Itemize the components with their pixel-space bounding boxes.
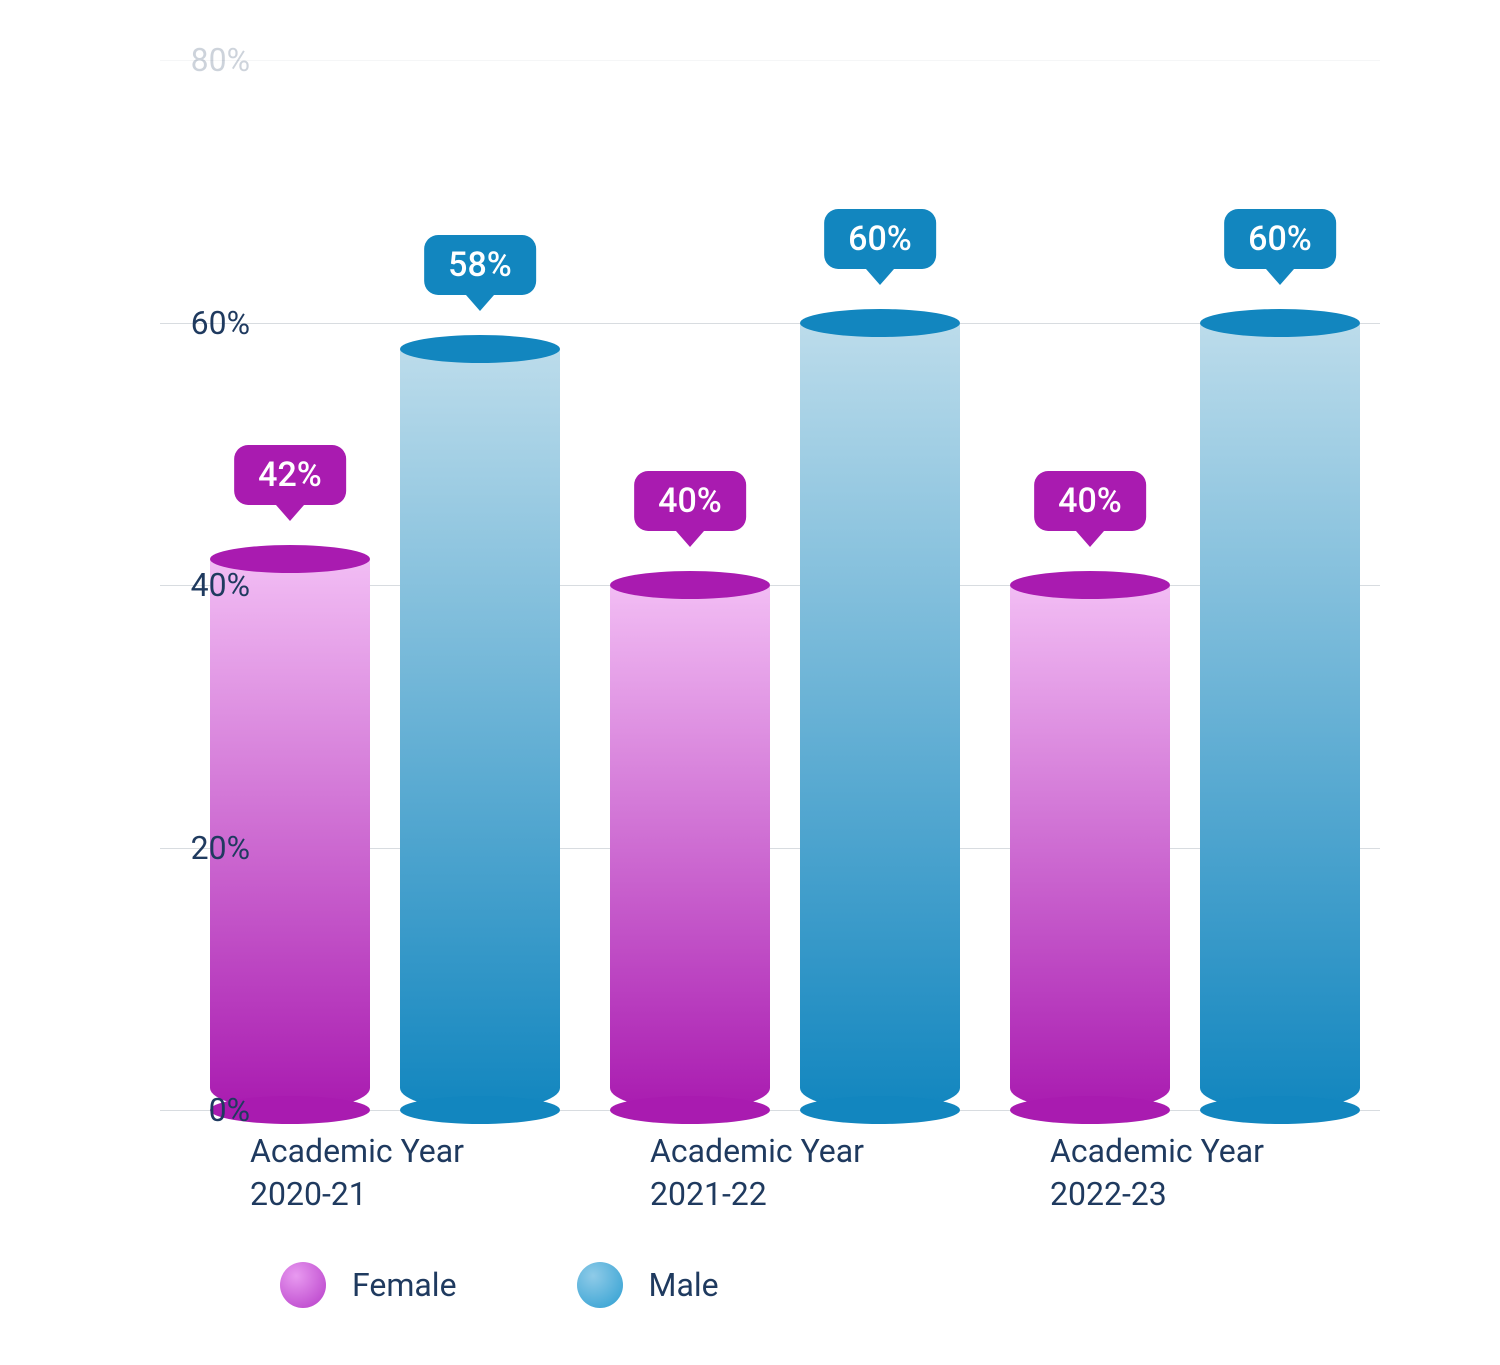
y-axis-label: 40%	[150, 566, 250, 604]
legend-label-male: Male	[649, 1266, 719, 1304]
bar-group: 40%60%	[610, 60, 970, 1110]
male-bar: 58%	[400, 349, 560, 1110]
female-bar: 40%	[610, 585, 770, 1110]
y-axis-label: 20%	[150, 829, 250, 867]
legend-swatch-male	[577, 1262, 623, 1308]
male-value-badge: 58%	[424, 235, 536, 295]
x-axis-label: Academic Year2021-22	[650, 1130, 864, 1216]
x-axis-label: Academic Year2022-23	[1050, 1130, 1264, 1216]
plot-area: 42%58%40%60%40%60%	[160, 60, 1380, 1110]
male-bar: 60%	[800, 323, 960, 1111]
bar-group: 42% 58%	[210, 60, 570, 1110]
x-axis-label: Academic Year2020-21	[250, 1130, 464, 1216]
gender-bar-chart: 42%58%40%60%40%60% 0%20%40%60%80% Academ…	[0, 0, 1500, 1365]
legend: Female Male	[280, 1262, 719, 1308]
legend-label-female: Female	[352, 1266, 457, 1304]
y-axis-label: 0%	[150, 1091, 250, 1129]
female-value-badge: 42%	[234, 445, 346, 505]
female-value-badge: 40%	[1034, 471, 1146, 531]
legend-swatch-female	[280, 1262, 326, 1308]
legend-item-male: Male	[577, 1262, 719, 1308]
male-bar: 60%	[1200, 323, 1360, 1111]
female-bar: 40%	[1010, 585, 1170, 1110]
bar-group: 40%60%	[1010, 60, 1370, 1110]
y-axis-label: 60%	[150, 304, 250, 342]
male-value-badge: 60%	[1224, 209, 1336, 269]
y-axis-label: 80%	[150, 41, 250, 79]
female-value-badge: 40%	[634, 471, 746, 531]
male-value-badge: 60%	[824, 209, 936, 269]
legend-item-female: Female	[280, 1262, 457, 1308]
